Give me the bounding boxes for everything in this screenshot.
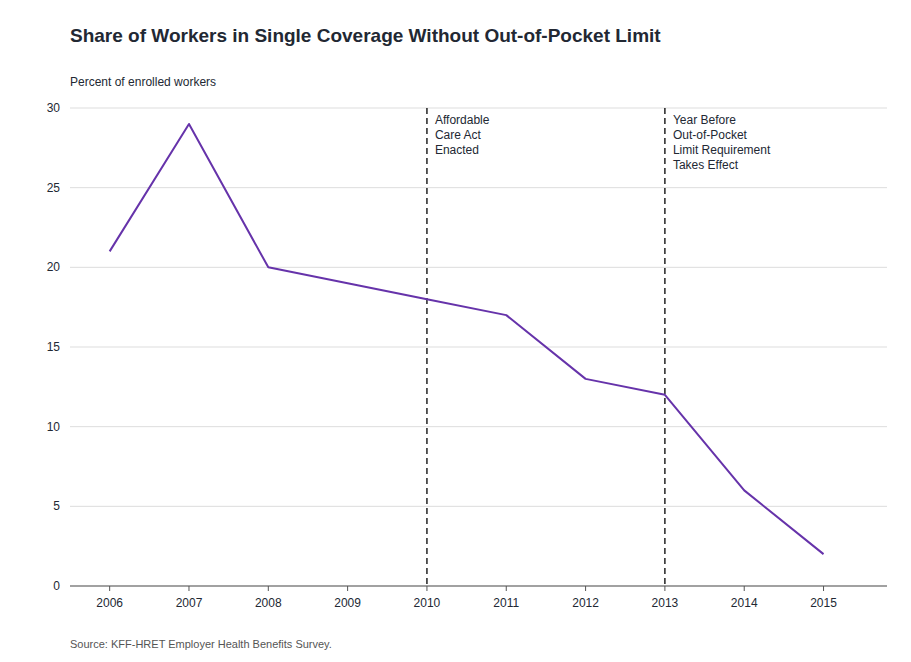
x-tick (268, 586, 269, 591)
x-tick-label: 2015 (810, 596, 837, 610)
x-tick-label: 2011 (493, 596, 519, 610)
annotation-line: Out-of-Pocket (673, 128, 748, 142)
x-tick (109, 586, 110, 591)
x-tick-label: 2007 (176, 596, 203, 610)
grid-line (70, 586, 887, 587)
y-axis-label: Percent of enrolled workers (70, 75, 216, 89)
grid-line (70, 426, 887, 427)
y-tick-label: 25 (47, 181, 61, 195)
reference-line (664, 108, 665, 586)
y-tick-label: 15 (47, 340, 61, 354)
plot-area (110, 108, 824, 586)
annotation: AffordableCare ActEnacted (435, 113, 490, 157)
x-tick-label: 2008 (255, 596, 282, 610)
y-tick-label: 0 (53, 579, 60, 593)
x-axis-line (70, 586, 887, 587)
grid-line (70, 108, 887, 109)
x-tick (506, 586, 507, 591)
y-tick-label: 30 (47, 101, 61, 115)
grid-line (70, 347, 887, 348)
annotation-line: Limit Requirement (673, 143, 771, 157)
grid-line (70, 267, 887, 268)
source: Source: KFF-HRET Employer Health Benefit… (70, 638, 332, 650)
x-tick-label: 2009 (334, 596, 361, 610)
y-tick-label: 5 (53, 499, 60, 513)
y-tick-label: 20 (47, 260, 61, 274)
x-tick (664, 586, 665, 591)
x-tick-label: 2012 (572, 596, 599, 610)
annotation-line: Takes Effect (673, 158, 739, 172)
grid (70, 108, 887, 586)
grid-line (70, 187, 887, 188)
reference-line (426, 108, 427, 586)
x-tick-label: 2013 (652, 596, 679, 610)
annotation-line: Affordable (435, 113, 490, 127)
x-tick (744, 586, 745, 591)
chart: Share of Workers in Single Coverage With… (0, 0, 911, 662)
annotation-line: Care Act (435, 128, 482, 142)
annotation: Year BeforeOut-of-PocketLimit Requiremen… (673, 113, 771, 172)
title: Share of Workers in Single Coverage With… (70, 25, 661, 46)
x-tick (426, 586, 427, 591)
data-line (110, 124, 824, 554)
annotation-line: Year Before (673, 113, 736, 127)
y-tick-label: 10 (47, 420, 61, 434)
annotation-line: Enacted (435, 143, 479, 157)
x-tick-label: 2010 (414, 596, 441, 610)
x-tick (585, 586, 586, 591)
x-tick-label: 2006 (96, 596, 123, 610)
x-tick (188, 586, 189, 591)
x-tick-label: 2014 (731, 596, 758, 610)
x-tick (347, 586, 348, 591)
x-tick (823, 586, 824, 591)
